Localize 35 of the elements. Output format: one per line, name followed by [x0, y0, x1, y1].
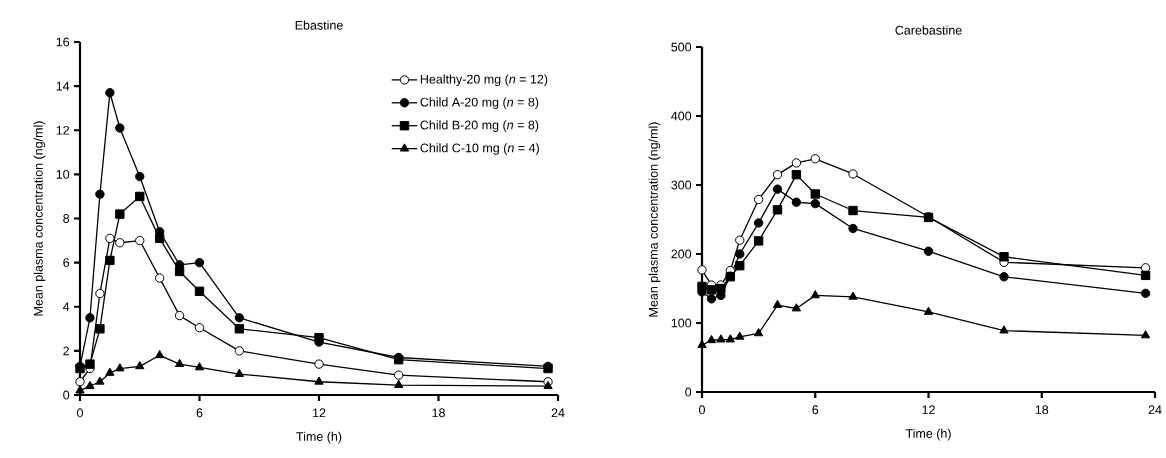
- x-tick-label: 12: [313, 408, 326, 418]
- x-tick-label: 18: [432, 408, 445, 418]
- y-tick-label: 4: [62, 302, 70, 312]
- y-tick-label: 2: [63, 346, 70, 356]
- y-tick-label: 14: [56, 81, 70, 91]
- y-tick-label: 10: [56, 169, 70, 179]
- chart-title: Ebastine: [295, 20, 343, 30]
- x-tick-label: 0: [699, 405, 705, 415]
- y-tick-label: 6: [63, 258, 70, 268]
- y-axis-title: Mean plasma concentration (ng/ml): [33, 121, 46, 316]
- x-tick-label: 0: [77, 408, 83, 418]
- legend-label: Child C-10 mg (n = 4): [420, 143, 539, 155]
- y-tick-label: 8: [63, 214, 70, 223]
- x-tick-label: 18: [1035, 405, 1049, 415]
- x-tick-label: 24: [1148, 405, 1162, 415]
- y-tick-label: 400: [671, 111, 692, 121]
- x-tick-label: 6: [812, 405, 819, 415]
- legend-label: Healthy-20 mg (n = 12): [420, 74, 548, 87]
- y-tick-label: 300: [671, 180, 692, 190]
- y-tick-label: 16: [56, 37, 70, 47]
- y-axis-title: Mean plasma concentration (ng/ml): [648, 122, 661, 317]
- y-tick-label: 200: [671, 249, 692, 259]
- x-axis-title: Time (h): [905, 428, 951, 441]
- y-tick-label: 0: [685, 387, 692, 397]
- x-tick-label: 6: [196, 408, 203, 418]
- x-axis-title: Time (h): [296, 431, 342, 444]
- chart-title: Carebastine: [895, 25, 962, 35]
- y-tick-label: 0: [63, 390, 70, 400]
- y-tick-label: 500: [671, 42, 692, 52]
- legend-label: Child A-20 mg (n = 8): [420, 97, 539, 109]
- y-tick-label: 12: [56, 125, 70, 135]
- y-tick-label: 100: [671, 318, 692, 328]
- x-tick-label: 24: [551, 408, 565, 418]
- legend-label: Child B-20 mg (n = 8): [420, 120, 539, 132]
- x-tick-label: 12: [922, 405, 935, 415]
